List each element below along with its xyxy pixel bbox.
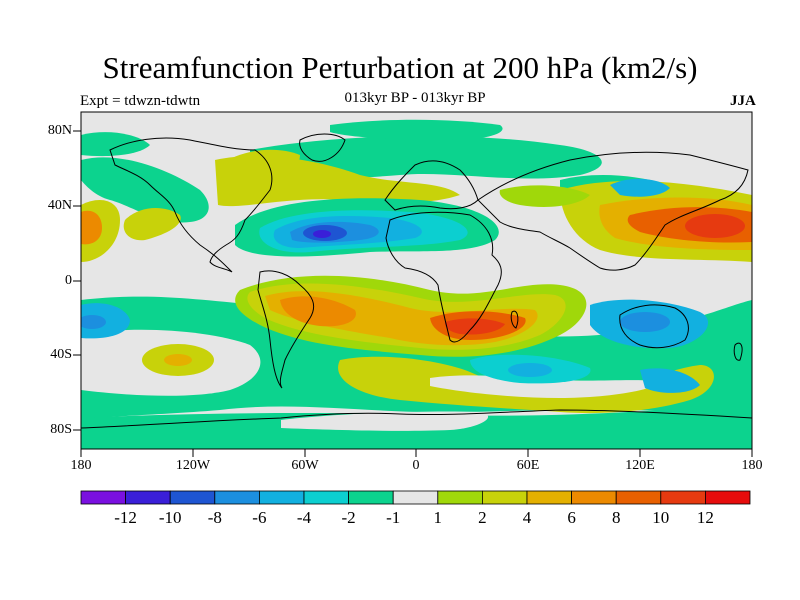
- colorbar-swatch: [571, 490, 617, 505]
- south-america-coast: [257, 270, 315, 389]
- colorbar-label: 1: [433, 508, 443, 527]
- y-tick-80n: 80N: [47, 123, 72, 138]
- new-zealand-coast: [733, 342, 743, 361]
- colorbar-swatch: [258, 490, 305, 505]
- y-tick-80s: 80S: [50, 422, 72, 437]
- colorbar-swatch: [437, 490, 483, 505]
- southern-yellow-ring: [338, 356, 714, 414]
- africa-coast: [385, 211, 502, 343]
- south-america-red: [280, 296, 356, 327]
- colorbar-swatch: [660, 490, 706, 505]
- axis-ticks: [73, 130, 753, 457]
- y-tick-0: 0: [65, 273, 72, 288]
- south-africa-core: [444, 318, 505, 335]
- x-tick-180e: 180: [741, 458, 763, 473]
- colorbar-swatch: [169, 490, 216, 505]
- pacific-yellow: [123, 208, 181, 241]
- colorbar-swatch: [214, 490, 260, 505]
- arctic-blue: [610, 178, 670, 197]
- colorbar-swatch: [348, 490, 394, 505]
- australia-coast: [619, 304, 689, 349]
- colorbar-label: 4: [522, 508, 532, 527]
- southern-inner-gap: [430, 375, 660, 398]
- south-pacific-high-3: [164, 354, 192, 366]
- x-tick-60e: 60E: [516, 458, 540, 473]
- colorbar-label: -12: [114, 508, 137, 527]
- colorbar-label: -1: [386, 508, 401, 527]
- colorbar-swatch: [526, 490, 572, 505]
- colorbar-label: -8: [207, 508, 222, 527]
- colorbar-label: 8: [611, 508, 621, 527]
- season-label: JJA: [730, 93, 756, 109]
- colorbar-label: -4: [296, 508, 312, 527]
- nw-america-green: [81, 132, 150, 157]
- y-tick-40s: 40S: [50, 347, 72, 362]
- x-tick-120w: 120W: [175, 458, 211, 473]
- x-tick-0: 0: [412, 458, 420, 473]
- x-tick-60w: 60W: [291, 458, 319, 473]
- colorbar-label: -10: [158, 508, 182, 527]
- colorbar-label: 2: [478, 508, 487, 527]
- coastlines: [81, 133, 752, 429]
- colorbar-label: -6: [252, 508, 267, 527]
- x-tick-120e: 120E: [625, 458, 655, 473]
- arctic-yellow: [219, 149, 300, 191]
- australia-low-core: [620, 312, 670, 332]
- colorbar-swatch: [615, 490, 662, 505]
- greenland-coast: [299, 133, 346, 162]
- north-pacific-green: [81, 157, 209, 223]
- contour-field: [81, 112, 752, 449]
- antarctic-gap: [281, 411, 489, 431]
- south-indian-blue: [640, 368, 700, 393]
- colorbar-swatch: [80, 490, 126, 505]
- north-atlantic-low-core: [313, 230, 331, 238]
- madagascar-coast: [510, 310, 519, 329]
- x-tick-180w: 180: [70, 458, 92, 473]
- map-subtitle: 013kyr BP - 013kyr BP: [344, 90, 486, 106]
- nw-pacific-core: [685, 214, 745, 238]
- colorbar-label: 12: [696, 508, 714, 527]
- asia-coast: [477, 151, 749, 271]
- colorbar: [80, 490, 751, 505]
- east-pacific-orange: [81, 210, 102, 245]
- south-pacific-low-core: [81, 315, 106, 329]
- antarctica-coast: [81, 409, 752, 429]
- colorbar-label: -2: [341, 508, 356, 527]
- colorbar-label: 10: [652, 508, 670, 527]
- colorbar-swatch: [125, 490, 171, 505]
- asia-yellow: [499, 185, 590, 207]
- europe-coast: [384, 160, 479, 211]
- experiment-label: Expt = tdwzn-tdwtn: [80, 93, 201, 109]
- colorbar-swatch: [392, 490, 439, 505]
- y-tick-40n: 40N: [47, 198, 72, 213]
- arctic-green-cap: [330, 119, 503, 140]
- colorbar-swatch: [705, 490, 751, 505]
- indian-ocean-low-core: [508, 363, 552, 377]
- north-america-coast: [109, 137, 273, 273]
- map-title: Streamfunction Perturbation at 200 hPa (…: [102, 50, 698, 85]
- colorbar-label: 6: [567, 508, 576, 527]
- colorbar-swatch: [481, 490, 528, 505]
- colorbar-swatch: [303, 490, 349, 505]
